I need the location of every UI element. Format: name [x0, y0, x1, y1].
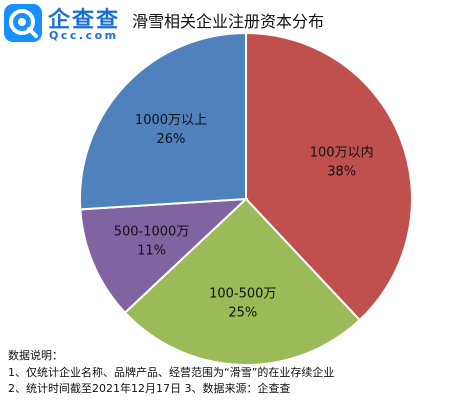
slice-label: 100-500万	[209, 286, 276, 301]
qcc-logo-icon	[4, 4, 42, 42]
brand-name-en: Qcc.com	[49, 29, 119, 42]
slice-label: 500-1000万	[114, 224, 190, 239]
slice-percent: 11%	[137, 243, 166, 258]
slice-percent: 38%	[327, 165, 356, 180]
notes-heading: 数据说明：	[8, 349, 63, 362]
brand-name-cn: 企查查	[48, 8, 121, 33]
pie-slice	[79, 31, 247, 211]
pie-slice	[123, 197, 362, 366]
notes-line-1: 1、仅统计企业名称、品牌产品、经营范围为“滑雪”的在业存续企业	[8, 365, 335, 379]
data-notes: 数据说明： 1、仅统计企业名称、品牌产品、经营范围为“滑雪”的在业存续企业 2、…	[8, 348, 334, 398]
slice-percent: 25%	[228, 305, 257, 320]
slice-label: 1000万以上	[135, 113, 207, 128]
qcc-logo: 企查查 Qcc.com	[4, 4, 119, 44]
slice-label: 100万以内	[310, 145, 374, 161]
pie-slice	[79, 197, 249, 315]
notes-line-2: 2、统计时间截至2021年12月17日 3、数据来源：企查查	[8, 382, 291, 395]
pie-slice	[245, 31, 413, 322]
chart-title: 滑雪相关企业注册资本分布	[132, 12, 325, 31]
slice-percent: 26%	[157, 132, 186, 147]
